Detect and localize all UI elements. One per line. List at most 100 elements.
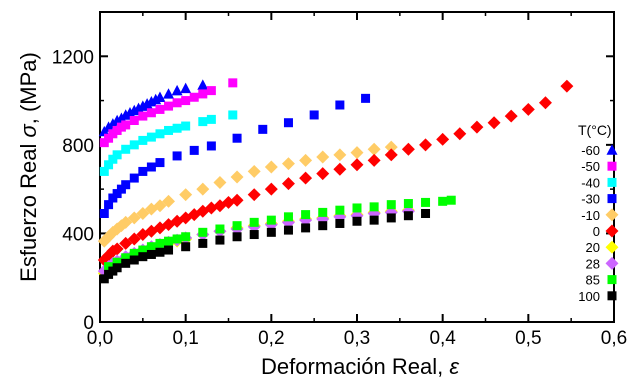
data-point [403,211,413,221]
data-point [230,193,244,207]
data-point [369,202,379,212]
legend-label: -60 [581,143,600,158]
data-point [352,216,362,226]
data-point [146,249,156,259]
data-point [172,234,182,244]
data-point [232,221,242,231]
data-point [333,210,347,224]
data-point [164,101,174,111]
data-point [180,82,192,94]
data-point [138,252,148,262]
data-point [121,253,131,263]
data-point [419,138,433,152]
data-point [213,176,227,189]
data-point [119,215,133,229]
data-point [453,127,467,141]
data-point [350,146,364,160]
data-point [299,153,313,167]
data-point [153,199,167,213]
data-point [258,124,268,134]
data-point [181,96,191,106]
data-point [129,248,139,258]
data-point [403,199,413,209]
data-point [198,117,208,127]
x-tick-label: 0,0 [87,328,113,349]
legend-marker [605,256,619,270]
data-point [487,116,501,130]
data-point [421,197,431,207]
data-point [189,145,199,155]
data-point [138,111,148,121]
legend-label: 100 [578,289,600,304]
data-point [102,249,116,263]
data-point [301,210,311,220]
y-axis-title: Esfuerzo Real σ, (MPa) [16,52,41,282]
data-point [318,207,328,217]
data-point [164,236,174,246]
data-point [230,170,244,184]
data-point [281,157,295,171]
data-point [138,166,148,176]
legend-title: T(°C) [578,122,612,138]
data-point [121,144,131,154]
data-point [361,93,371,103]
data-point [144,202,158,216]
data-point [164,125,174,135]
legend-marker [605,240,619,254]
data-point [438,196,448,206]
data-point [206,141,216,151]
data-point [198,227,208,237]
data-point [112,263,122,273]
data-point [97,234,111,248]
data-point [172,123,182,133]
data-point [114,219,128,233]
x-tick-label: 0,4 [429,328,456,349]
data-point [283,212,293,222]
data-point [155,104,165,114]
data-point [129,173,139,183]
data-point [232,232,242,242]
data-point [446,195,456,205]
y-tick-label: 1200 [52,47,94,68]
data-point [172,98,182,108]
data-point [309,110,319,120]
data-point [121,120,131,130]
data-point [121,180,131,190]
data-point [196,182,210,196]
x-tick-label: 0,6 [601,328,627,349]
data-point [172,151,182,161]
data-point [181,121,191,131]
data-point [504,109,518,123]
data-point [228,110,238,120]
data-point [215,235,225,245]
data-point [560,79,574,93]
data-point [127,232,141,246]
data-point [146,162,156,172]
y-tick-label: 800 [62,136,94,157]
data-point [421,209,431,218]
data-point [352,203,362,213]
x-tick-label: 0,1 [172,328,198,349]
data-point [136,207,150,220]
data-point [154,91,166,102]
data-point [369,215,379,225]
data-point [181,232,191,242]
data-point [384,140,398,154]
data-point [386,200,396,210]
data-point [264,160,278,174]
x-axis-title: Deformación Real, ε [261,354,459,379]
data-point [155,247,165,257]
legend-marker [607,194,617,204]
legend-label: 85 [586,273,600,288]
data-point [335,100,345,110]
data-point [283,225,293,235]
y-tick-label: 0 [83,313,94,334]
data-point [521,102,535,116]
legend-marker [605,208,619,222]
data-point [119,236,133,250]
data-point [146,132,156,142]
data-point [181,242,191,252]
data-point [104,200,114,210]
data-point [335,205,345,215]
data-point [155,129,165,139]
